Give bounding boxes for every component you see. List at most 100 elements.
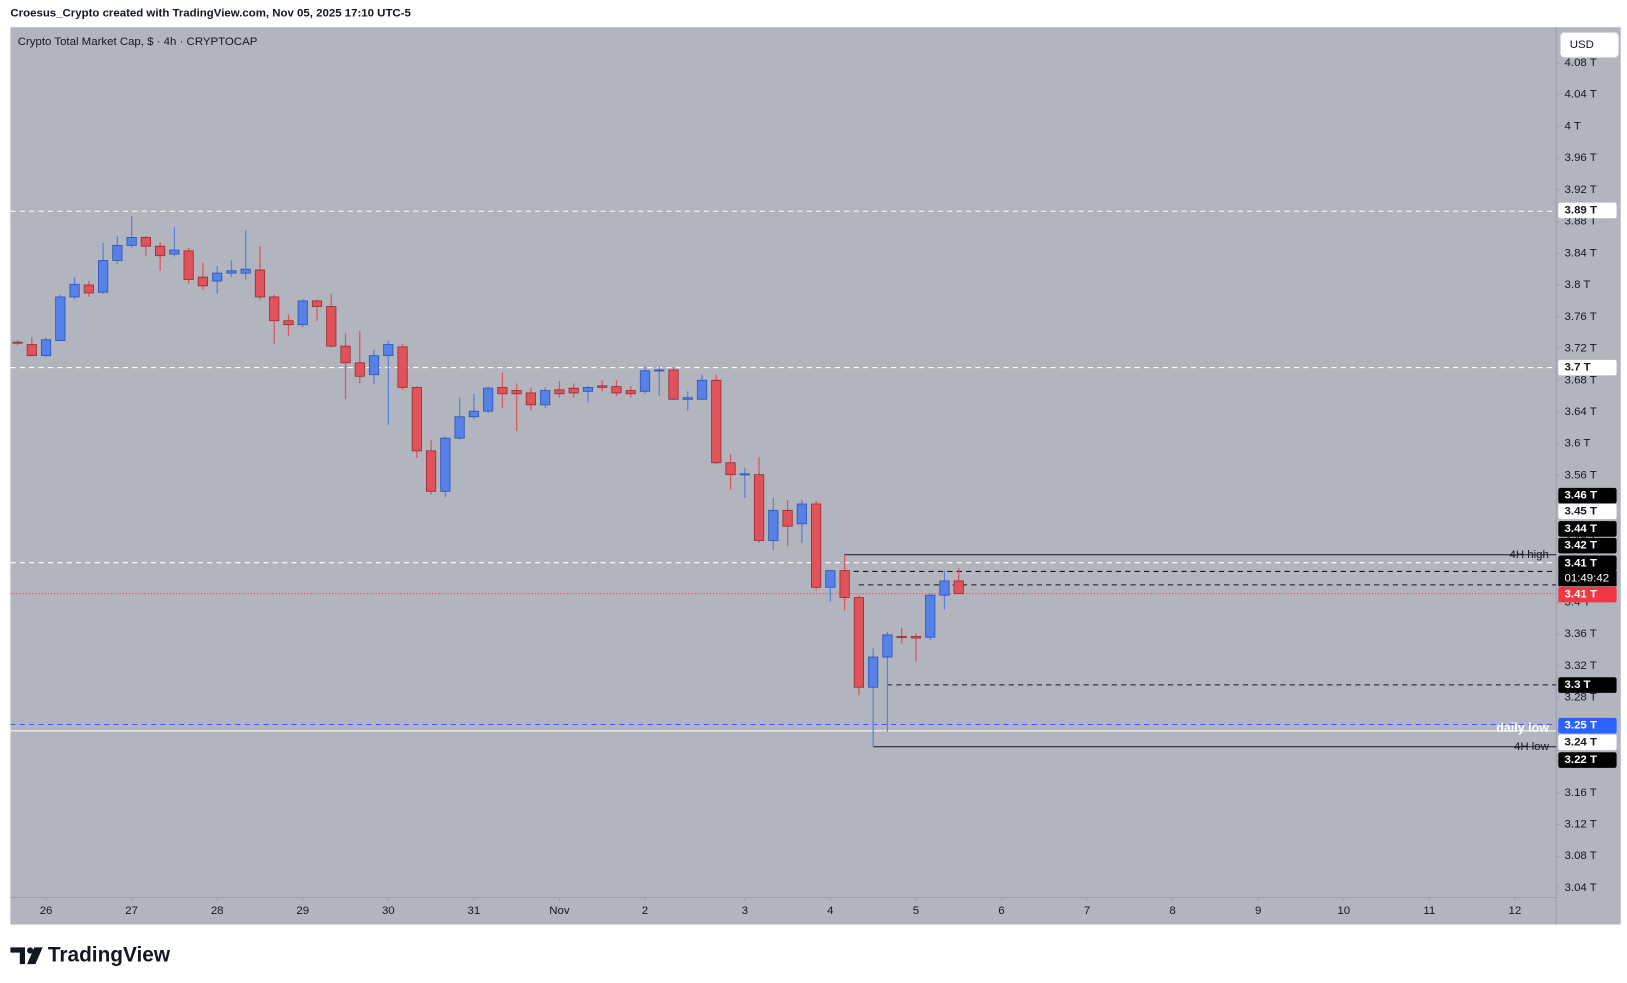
- x-tick-label: 11: [1423, 905, 1435, 917]
- candle-body: [896, 636, 907, 638]
- candle-body: [169, 249, 180, 255]
- price-tag-label: 3.41 T: [1565, 589, 1597, 601]
- level-note: 4H low: [1514, 741, 1550, 753]
- x-tick-label: Nov: [549, 905, 570, 917]
- x-tick-label: 12: [1508, 905, 1521, 917]
- price-tag: [1558, 359, 1617, 376]
- y-tick-label: 3.56 T: [1565, 469, 1597, 481]
- price-tag: [1558, 521, 1617, 537]
- candle-body: [682, 397, 693, 400]
- candle-body: [69, 283, 80, 298]
- candle-body: [725, 462, 736, 476]
- candle-body: [326, 306, 337, 347]
- candle-body: [383, 344, 394, 357]
- candle-body: [140, 237, 151, 247]
- price-tag: [1558, 586, 1617, 603]
- price-tag-label: 3.44 T: [1565, 523, 1597, 535]
- candle-body: [483, 387, 494, 412]
- candle-body: [126, 237, 137, 246]
- price-tag: [1558, 734, 1617, 751]
- candle-body: [340, 345, 351, 364]
- candle-body: [112, 244, 123, 261]
- candle-body: [254, 269, 266, 298]
- candle-body: [668, 369, 679, 400]
- price-tag-label: 3.24 T: [1565, 736, 1597, 748]
- level-note: 4H high: [1509, 549, 1548, 561]
- candle-body: [425, 450, 437, 492]
- candle-body: [811, 503, 822, 588]
- candle-body: [939, 580, 950, 596]
- candle-body: [625, 390, 636, 395]
- chart-title: Crypto Total Market Cap, $ · 4h · CRYPTO…: [18, 36, 258, 48]
- price-tag: [1558, 202, 1617, 219]
- y-tick-label: 4.08 T: [1565, 57, 1597, 69]
- candle-body: [825, 570, 836, 588]
- candle-body: [511, 390, 522, 395]
- candle-body: [197, 276, 209, 287]
- candle-body: [240, 268, 251, 274]
- candle-body: [739, 473, 750, 476]
- candle-body: [839, 570, 850, 599]
- x-tick-label: 29: [296, 905, 309, 917]
- chart-background: [10, 27, 1621, 925]
- candle-body: [354, 362, 365, 377]
- price-tag-label: 3.22 T: [1565, 754, 1597, 766]
- price-tag-label: 3.3 T: [1565, 679, 1591, 691]
- candle-body: [297, 300, 308, 326]
- candle-body: [497, 386, 508, 395]
- level-note: daily low: [1496, 721, 1549, 735]
- candle-body: [525, 392, 537, 406]
- y-tick-label: 3.32 T: [1565, 660, 1597, 672]
- candle-body: [953, 580, 964, 595]
- x-tick-label: 2: [642, 905, 648, 917]
- candle-body: [397, 346, 408, 388]
- x-tick-label: 3: [742, 905, 748, 917]
- currency-label[interactable]: USD: [1570, 39, 1594, 51]
- x-tick-label: 27: [125, 905, 138, 917]
- currency-button[interactable]: [1559, 31, 1620, 58]
- y-tick-label: 3.36 T: [1565, 628, 1597, 640]
- candle-body: [440, 437, 451, 492]
- brand-name: TradingView: [48, 943, 171, 966]
- price-tag: [1558, 555, 1617, 572]
- y-tick-label: 3.68 T: [1565, 374, 1597, 386]
- candle-body: [639, 370, 651, 392]
- x-tick-label: 4: [827, 905, 834, 917]
- x-tick-label: 26: [40, 905, 53, 917]
- price-tag: [1558, 752, 1617, 768]
- y-tick-label: 3.8 T: [1565, 279, 1591, 291]
- candle-body: [768, 509, 779, 541]
- candle-body: [782, 509, 793, 527]
- y-tick-label: 3.84 T: [1565, 247, 1597, 259]
- price-tag: [1558, 537, 1617, 554]
- candle-body: [582, 386, 594, 392]
- y-tick-label: 3.72 T: [1565, 343, 1597, 355]
- price-tag: [1558, 677, 1617, 693]
- candle-body: [83, 284, 94, 294]
- candle-body: [925, 594, 936, 638]
- x-tick-label: 7: [1084, 905, 1090, 917]
- candle-body: [711, 379, 722, 464]
- x-tick-label: 9: [1255, 905, 1261, 917]
- candle-body: [611, 386, 622, 394]
- candle-body: [753, 474, 765, 541]
- y-tick-label: 3.64 T: [1565, 406, 1597, 418]
- candle-body: [283, 320, 294, 326]
- candle-body: [183, 250, 194, 280]
- price-tag: [1558, 503, 1617, 520]
- price-tag: [1558, 487, 1617, 504]
- price-tags: 3.89 T 3.7 T 4H high 3.46 T 3.45 T 3.44 T 3.42…: [1496, 202, 1617, 768]
- candle-body: [40, 339, 52, 357]
- candle-body: [554, 389, 565, 395]
- candle-body: [882, 634, 893, 658]
- candle-body: [26, 344, 37, 357]
- candle-body: [540, 390, 551, 406]
- price-tag-label: 3.89 T: [1565, 204, 1597, 216]
- y-tick-label: 4 T: [1565, 120, 1581, 132]
- x-tick-label: 6: [998, 905, 1004, 917]
- y-tick-label: 3.16 T: [1565, 787, 1597, 799]
- y-tick-label: 3.96 T: [1565, 152, 1597, 164]
- brand-logo: [10, 947, 43, 965]
- attribution: Croesus_Crypto created with TradingView.…: [10, 8, 411, 20]
